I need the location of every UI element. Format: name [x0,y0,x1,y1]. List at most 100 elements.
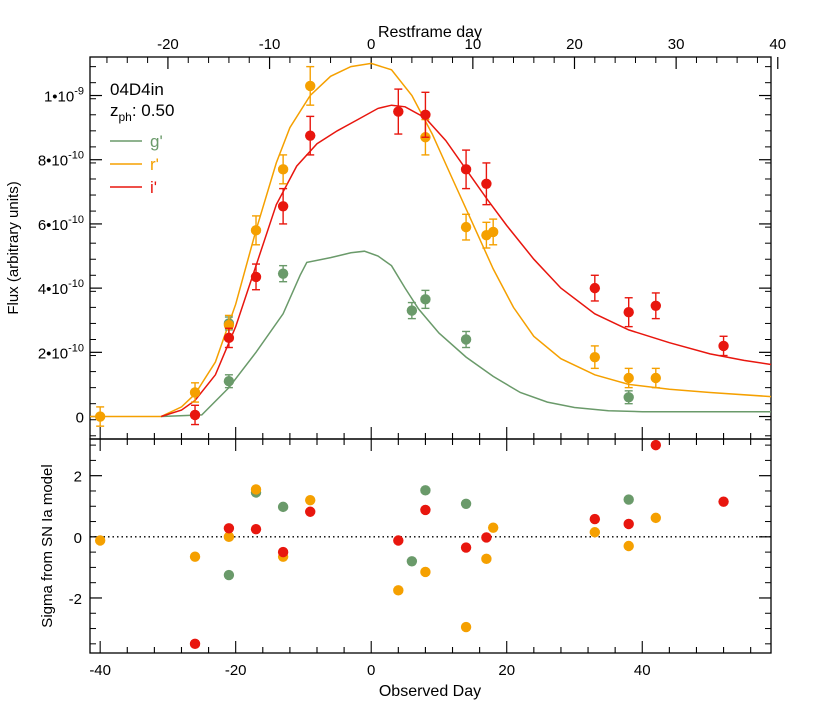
observed-day-tick-label: -20 [225,662,247,679]
sigma-marker [623,518,634,530]
flux-data-points [94,65,729,427]
flux-marker [487,226,499,238]
sigma-marker [718,496,729,507]
sigma-marker [420,504,431,516]
sigma-marker [589,513,601,525]
flux-point [189,382,201,403]
sigma-marker [305,494,316,506]
flux-y-tick-label: 1•10-9 [44,86,84,106]
flux-y-tick-mantissa: 4•10 [38,281,68,298]
flux-point [393,88,404,135]
flux-point [623,367,634,389]
sigma-marker [393,585,404,596]
flux-marker [623,392,634,403]
flux-marker [718,340,729,352]
sigma-marker [277,501,289,513]
sigma-marker [460,498,472,510]
sigma-marker [223,569,235,581]
sigma-marker [223,531,235,543]
flux-y-tick-exponent: -10 [68,342,84,354]
sigma-panel: -202-40 -20 0 20 40 Observed Day Sigma from … [39,438,772,700]
redshift-subscript: ph [119,110,132,124]
observed-day-tick-label: 40 [634,662,651,679]
flux-marker [189,409,201,421]
flux-y-tick-label: 8•10-10 [38,150,84,170]
flux-marker [589,351,601,363]
flux-marker [223,376,235,387]
flux-y-tick-exponent: -10 [68,278,84,290]
restframe-tick-label: 10 [465,36,482,53]
flux-marker [305,80,316,92]
flux-point [94,406,106,427]
flux-point [406,301,418,320]
redshift-value: : 0.50 [132,101,175,120]
flux-point [250,215,262,246]
sigma-marker [189,638,201,650]
sigma-marker [393,535,404,546]
sigma-marker [481,553,492,565]
sigma-marker [623,494,634,505]
flux-y-tick-mantissa: 8•10 [38,153,68,170]
flux-point [277,264,289,283]
sigma-panel-frame [89,438,772,654]
flux-point [250,263,262,291]
flux-marker [460,334,472,345]
flux-marker [460,221,472,233]
restframe-tick-label: 20 [566,36,583,53]
redshift-symbol: z [110,101,119,120]
flux-point [460,213,472,241]
flux-y-tick-exponent: -10 [68,214,84,226]
sigma-marker [250,484,262,495]
flux-y-tick-label: 4•10-10 [38,278,84,298]
flux-point [718,335,729,357]
restframe-tick-label: -10 [259,36,281,53]
flux-marker [481,178,492,189]
flux-y-tick-exponent: -10 [68,150,84,162]
flux-marker [189,387,201,398]
flux-panel-ticks: 02•10-104•10-106•10-108•10-101•10-9-20 -1… [38,36,786,439]
flux-point [420,289,431,310]
flux-axis-title: Flux (arbitrary units) [5,181,22,314]
sigma-panel-ticks: -202-40 -20 0 20 40 [69,439,771,679]
flux-point [623,297,634,328]
flux-point [420,91,431,138]
flux-point [223,374,235,389]
flux-y-tick-label: 2•10-10 [38,342,84,362]
flux-marker [650,372,662,384]
flux-y-tick-mantissa: 6•10 [38,217,68,234]
sigma-marker [189,551,201,562]
restframe-tick-label: -20 [157,36,179,53]
flux-point [189,404,201,426]
model-curve-i-prime [160,104,772,418]
flux-point [650,367,662,389]
flux-marker [623,307,634,318]
sigma-marker [406,556,418,567]
flux-point [589,274,601,302]
flux-y-tick-mantissa: 2•10 [38,345,68,362]
restframe-tick-label: 0 [367,36,375,53]
flux-marker [277,268,289,279]
sigma-marker [623,540,634,552]
sigma-y-tick-label: 0 [74,530,82,547]
flux-marker [277,164,289,175]
flux-y-tick-label: 6•10-10 [38,214,84,234]
restframe-axis-title: Restframe day [378,24,482,41]
sigma-marker [487,522,499,533]
flux-point [460,330,472,349]
flux-point [305,115,316,156]
sigma-marker [460,542,472,553]
legend-label: r' [150,155,159,174]
flux-marker [623,372,634,384]
flux-point [589,345,601,370]
flux-marker [94,411,106,422]
flux-marker [250,271,262,283]
model-curve-r-prime [90,62,772,418]
sigma-marker [94,535,106,546]
restframe-tick-label: 40 [769,36,786,53]
flux-marker [277,201,289,212]
flux-point [481,162,492,206]
flux-point [623,390,634,405]
legend-label: i' [150,178,157,197]
observed-day-tick-label: 20 [498,662,515,679]
